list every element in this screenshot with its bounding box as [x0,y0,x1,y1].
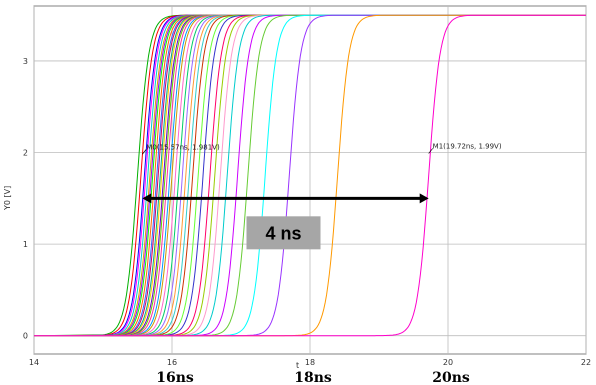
series-group [33,14,586,337]
annotation-group: 4 ns [142,193,429,250]
marker-label: M0(15.57ns, 1.981V) [146,143,220,151]
x-axis-ticks: 14 16 18 20 22 t [29,358,591,370]
y-tick-label: 3 [23,57,28,66]
duration-label-box [246,216,321,250]
y-tick-label: 1 [23,240,28,249]
x-tick-label: 22 [581,358,591,367]
x-tick-label: 14 [29,358,39,367]
series-line [34,14,586,337]
duration-label: 4 ns [265,223,301,243]
x-axis-label: t [296,361,299,370]
y-axis-ticks: 0 1 2 3 [23,57,28,341]
overlay-ticks: 16ns 18ns 20ns [156,370,470,385]
duration-arrow-head-right [419,193,429,204]
y-tick-label: 0 [23,332,28,341]
overlay-tick-label: 18ns [294,370,332,385]
y-axis-label: Y0 [V] [3,186,12,211]
x-tick-label: 16 [167,358,177,367]
overlay-tick-label: 16ns [156,370,194,385]
overlay-tick-label: 20ns [432,370,470,385]
duration-arrow-head-left [142,193,152,204]
x-tick-label: 18 [305,358,315,367]
marker-pointer [428,148,433,154]
x-tick-label: 20 [443,358,453,367]
y-tick-label: 2 [23,149,28,158]
marker-label: M1(19.72ns, 1.99V) [433,142,502,150]
markers-group: M0(15.57ns, 1.981V) M1(19.72ns, 1.99V) [142,142,502,155]
marker-pointer [142,149,147,155]
